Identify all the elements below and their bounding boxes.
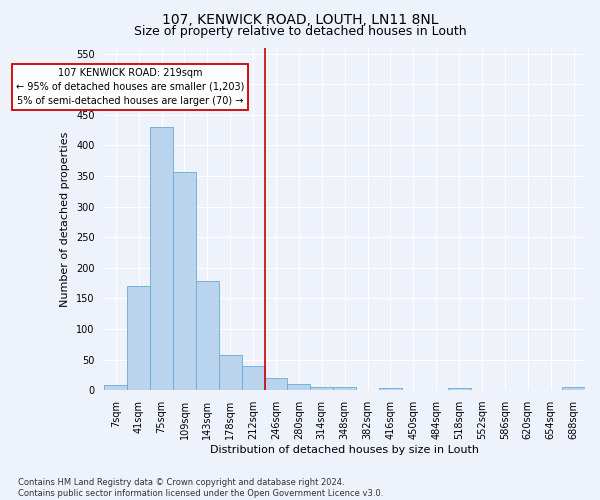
Bar	[242, 366, 265, 390]
Bar	[448, 388, 470, 390]
Bar	[219, 354, 242, 390]
Bar	[379, 388, 402, 390]
Text: 107, KENWICK ROAD, LOUTH, LN11 8NL: 107, KENWICK ROAD, LOUTH, LN11 8NL	[162, 12, 438, 26]
Bar	[333, 387, 356, 390]
Text: 107 KENWICK ROAD: 219sqm
← 95% of detached houses are smaller (1,203)
5% of semi: 107 KENWICK ROAD: 219sqm ← 95% of detach…	[16, 68, 244, 106]
Bar	[265, 378, 287, 390]
Y-axis label: Number of detached properties: Number of detached properties	[61, 131, 70, 306]
Bar	[310, 386, 333, 390]
X-axis label: Distribution of detached houses by size in Louth: Distribution of detached houses by size …	[210, 445, 479, 455]
Bar	[173, 172, 196, 390]
Bar	[127, 286, 150, 390]
Bar	[562, 387, 585, 390]
Bar	[150, 127, 173, 390]
Bar	[287, 384, 310, 390]
Text: Size of property relative to detached houses in Louth: Size of property relative to detached ho…	[134, 25, 466, 38]
Bar	[196, 282, 219, 390]
Text: Contains HM Land Registry data © Crown copyright and database right 2024.
Contai: Contains HM Land Registry data © Crown c…	[18, 478, 383, 498]
Bar	[104, 386, 127, 390]
